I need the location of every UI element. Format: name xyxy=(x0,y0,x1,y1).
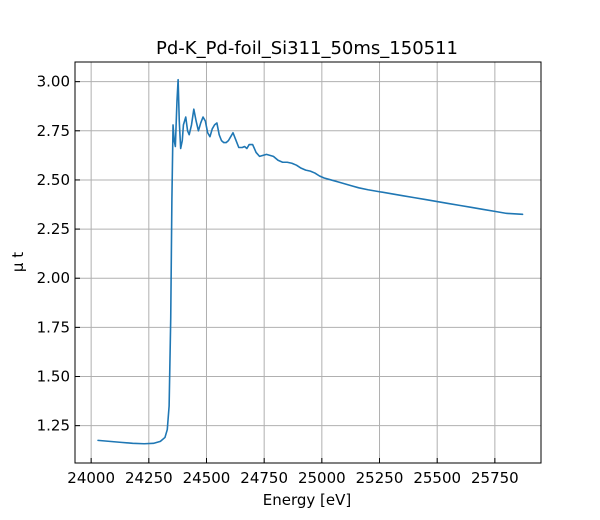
y-axis-label: μ t xyxy=(9,252,27,272)
x-tick-label: 25250 xyxy=(356,469,404,487)
x-tick-label: 24750 xyxy=(240,469,288,487)
y-tick-label: 2.75 xyxy=(37,122,70,140)
y-tick-label: 2.00 xyxy=(37,269,70,287)
y-tick-label: 3.00 xyxy=(37,73,70,91)
x-tick-label: 25500 xyxy=(413,469,461,487)
y-tick-label: 1.75 xyxy=(37,318,70,336)
chart-title: Pd-K_Pd-foil_Si311_50ms_150511 xyxy=(156,38,458,59)
y-tick-label: 2.50 xyxy=(37,171,70,189)
tick-layer: 24000 24250 24500 24750 25000 25250 25500 25750… xyxy=(37,73,519,487)
x-tick-label: 25000 xyxy=(298,469,346,487)
x-tick-label: 25750 xyxy=(471,469,519,487)
series-line-0 xyxy=(97,78,524,445)
y-tick-label: 2.25 xyxy=(37,220,70,238)
plot-frame xyxy=(74,61,542,464)
data-layer xyxy=(97,78,524,445)
grid-layer xyxy=(75,62,541,463)
x-tick-label: 24000 xyxy=(67,469,115,487)
y-tick-label: 1.50 xyxy=(37,368,70,386)
x-axis-label: Energy [eV] xyxy=(263,491,351,509)
x-tick-label: 24250 xyxy=(125,469,173,487)
x-tick-label: 24500 xyxy=(183,469,231,487)
y-tick-label: 1.25 xyxy=(37,417,70,435)
